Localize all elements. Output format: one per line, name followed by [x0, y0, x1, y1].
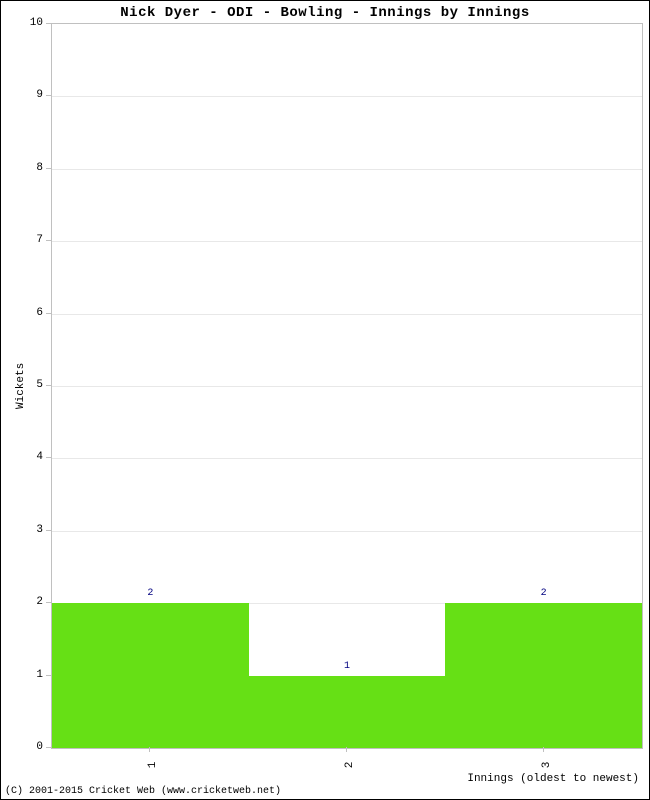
ytick-mark	[46, 530, 51, 531]
ytick-label: 6	[1, 307, 43, 319]
bar	[249, 676, 446, 748]
chart-frame: Nick Dyer - ODI - Bowling - Innings by I…	[0, 0, 650, 800]
gridline	[52, 386, 642, 387]
ytick-label: 10	[1, 17, 43, 29]
ytick-mark	[46, 602, 51, 603]
ytick-mark	[46, 675, 51, 676]
ytick-mark	[46, 747, 51, 748]
gridline	[52, 458, 642, 459]
gridline	[52, 241, 642, 242]
gridline	[52, 314, 642, 315]
bar	[445, 603, 642, 748]
ytick-label: 2	[1, 596, 43, 608]
bar-value-label: 2	[541, 588, 547, 599]
xtick-label: 1	[147, 762, 159, 769]
gridline	[52, 531, 642, 532]
ytick-mark	[46, 23, 51, 24]
ytick-mark	[46, 385, 51, 386]
ytick-mark	[46, 313, 51, 314]
copyright-text: (C) 2001-2015 Cricket Web (www.cricketwe…	[5, 786, 281, 797]
gridline	[52, 169, 642, 170]
ytick-label: 0	[1, 741, 43, 753]
ytick-label: 4	[1, 451, 43, 463]
y-axis-label: Wickets	[15, 363, 27, 409]
ytick-label: 7	[1, 234, 43, 246]
ytick-mark	[46, 95, 51, 96]
xtick-label: 3	[541, 762, 553, 769]
ytick-label: 1	[1, 669, 43, 681]
plot-area: 2 1 2	[51, 23, 643, 749]
chart-title: Nick Dyer - ODI - Bowling - Innings by I…	[1, 1, 649, 21]
xtick-label: 2	[344, 762, 356, 769]
ytick-label: 8	[1, 162, 43, 174]
bar-value-label: 1	[344, 661, 350, 672]
bar-value-label: 2	[147, 588, 153, 599]
ytick-mark	[46, 457, 51, 458]
x-axis-label: Innings (oldest to newest)	[467, 773, 639, 785]
gridline	[52, 96, 642, 97]
xtick-mark	[149, 747, 150, 752]
ytick-mark	[46, 240, 51, 241]
ytick-mark	[46, 168, 51, 169]
xtick-mark	[346, 747, 347, 752]
bar	[52, 603, 249, 748]
xtick-mark	[543, 747, 544, 752]
ytick-label: 9	[1, 89, 43, 101]
ytick-label: 3	[1, 524, 43, 536]
